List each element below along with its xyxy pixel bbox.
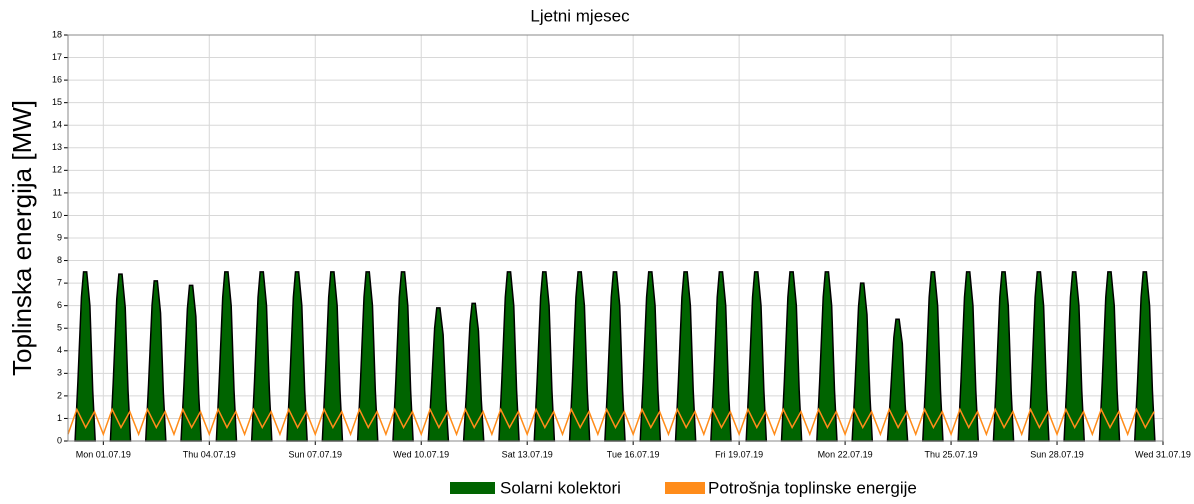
legend-swatch [450,482,495,494]
x-tick-label: Sat 13.07.19 [502,449,553,459]
y-tick-label: 11 [53,187,62,197]
x-tick-label: Wed 10.07.19 [393,449,449,459]
legend-label: Potrošnja toplinske energije [708,478,917,497]
solar-peak [568,271,591,442]
y-tick-label: 1 [57,413,62,423]
consumption-line [67,407,1155,437]
solar-peak [462,302,485,442]
solar-peak [1133,271,1156,442]
y-tick-label: 12 [52,165,62,175]
y-tick-label: 3 [57,368,62,378]
x-tick-label: Sun 28.07.19 [1030,449,1084,459]
solar-peak [215,271,238,442]
solar-peak [780,271,803,442]
y-tick-label: 8 [57,255,62,265]
y-tick-label: 17 [52,52,62,62]
y-tick-label: 9 [57,232,62,242]
solar-peak [992,271,1015,442]
solar-peak [816,271,838,442]
x-tick-label: Sun 07.07.19 [288,449,342,459]
y-tick-label: 10 [52,210,62,220]
y-tick-label: 6 [57,300,62,310]
solar-peak [356,271,379,442]
solar-peak [710,271,732,442]
solar-peak [392,271,414,442]
solar-peak [957,271,980,442]
solar-peak [674,271,697,442]
y-tick-label: 14 [52,120,62,130]
solar-peak [1027,271,1050,442]
y-tick-label: 15 [52,97,62,107]
solar-peak [180,284,202,442]
solar-peak [109,273,132,442]
plot-frame [67,34,1164,442]
solar-peak [427,307,450,442]
y-tick-label: 7 [57,277,62,287]
solar-peak [498,271,520,442]
y-tick-label: 18 [52,29,62,39]
solar-peak [1063,271,1086,442]
x-tick-label: Mon 01.07.19 [76,449,131,459]
x-tick-label: Mon 22.07.19 [818,449,873,459]
solar-peak [745,271,768,442]
y-tick-label: 13 [52,142,62,152]
solar-peak [286,271,308,442]
solar-peak [74,271,96,442]
solar-peak [851,282,874,442]
legend-label: Solarni kolektori [500,478,621,497]
y-tick-label: 4 [57,345,62,355]
x-tick-label: Fri 19.07.19 [715,449,763,459]
solar-peak [321,271,344,442]
solar-peak [533,271,556,442]
solar-peak [886,318,909,442]
y-tick-label: 16 [52,74,62,84]
y-axis-label: Toplinska energija [MW] [7,100,37,376]
solar-peak [144,280,167,442]
y-tick-label: 2 [57,390,62,400]
solar-peak [604,271,626,442]
legend-swatch [665,482,705,494]
solar-peak [922,271,944,442]
y-tick-label: 5 [57,323,62,333]
x-tick-label: Thu 04.07.19 [183,449,236,459]
x-tick-label: Tue 16.07.19 [607,449,660,459]
y-tick-label: 0 [57,435,62,445]
x-tick-label: Wed 31.07.19 [1135,449,1191,459]
solar-peak [1098,271,1121,442]
chart-title: Ljetni mjesec [530,6,630,25]
solar-peak [250,271,273,442]
x-tick-label: Thu 25.07.19 [925,449,978,459]
solar-peak [639,271,662,442]
